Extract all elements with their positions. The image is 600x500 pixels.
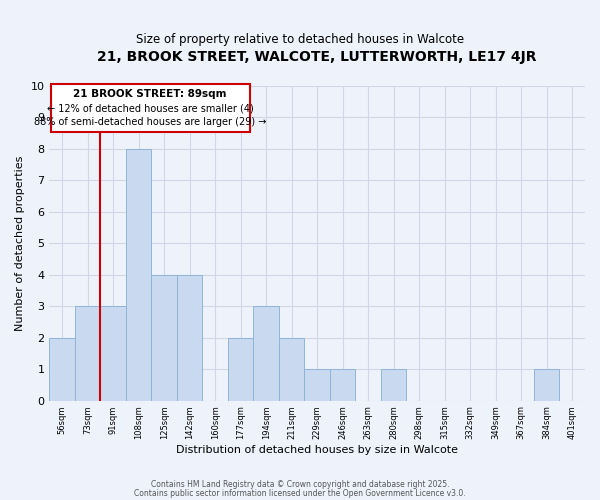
Bar <box>304 369 330 400</box>
Bar <box>330 369 355 400</box>
Bar <box>253 306 279 400</box>
Title: 21, BROOK STREET, WALCOTE, LUTTERWORTH, LE17 4JR: 21, BROOK STREET, WALCOTE, LUTTERWORTH, … <box>97 50 537 64</box>
Y-axis label: Number of detached properties: Number of detached properties <box>15 156 25 331</box>
Text: 88% of semi-detached houses are larger (29) →: 88% of semi-detached houses are larger (… <box>34 117 266 127</box>
Bar <box>151 275 177 400</box>
Bar <box>381 369 406 400</box>
Bar <box>49 338 75 400</box>
Bar <box>50 84 250 132</box>
X-axis label: Distribution of detached houses by size in Walcote: Distribution of detached houses by size … <box>176 445 458 455</box>
Bar <box>279 338 304 400</box>
Text: Contains public sector information licensed under the Open Government Licence v3: Contains public sector information licen… <box>134 488 466 498</box>
Bar <box>100 306 126 400</box>
Bar <box>177 275 202 400</box>
Text: Size of property relative to detached houses in Walcote: Size of property relative to detached ho… <box>136 32 464 46</box>
Text: ← 12% of detached houses are smaller (4): ← 12% of detached houses are smaller (4) <box>47 103 254 113</box>
Bar <box>534 369 559 400</box>
Text: 21 BROOK STREET: 89sqm: 21 BROOK STREET: 89sqm <box>73 89 227 99</box>
Text: Contains HM Land Registry data © Crown copyright and database right 2025.: Contains HM Land Registry data © Crown c… <box>151 480 449 489</box>
Bar <box>75 306 100 400</box>
Bar <box>126 149 151 401</box>
Bar <box>228 338 253 400</box>
